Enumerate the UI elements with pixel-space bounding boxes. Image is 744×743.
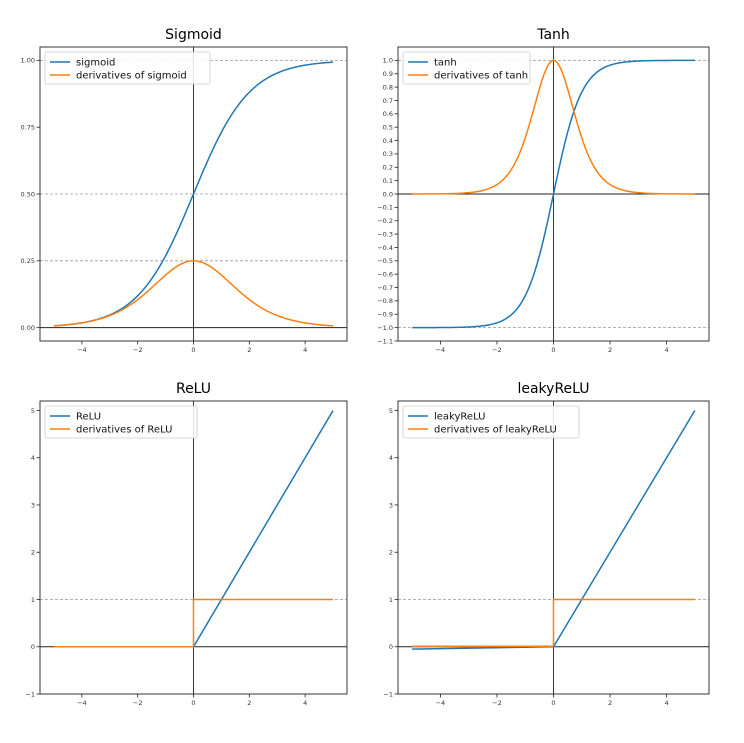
legend-entry: derivatives of tanh	[434, 71, 528, 82]
y-tick-label: 0	[389, 643, 393, 651]
y-tick-label: 5	[31, 407, 35, 415]
chart-tanh: Tanh −4 −2 0 2 4 −1.1 −1.0 −0.9 −0.8 −0.7 −0.6 −0.5 −…	[377, 27, 710, 354]
x-tick-label: −4	[77, 699, 87, 707]
legend-entry: derivatives of sigmoid	[76, 71, 187, 82]
y-tick-label: 0.8	[383, 83, 393, 91]
series-line-tanh	[412, 59, 695, 329]
legend: sigmoid derivatives of sigmoid	[44, 51, 211, 85]
y-tick-label: −1	[383, 690, 393, 698]
legend-entry: ReLU	[76, 412, 101, 423]
y-tick-label: 4	[31, 454, 35, 462]
y-tick-label: −1.1	[377, 337, 393, 345]
chart-leakyrelu: leakyReLU −4 −2 0 2 4 −1 0 1 2 3 4 5 leakyReLU derivat…	[383, 381, 710, 707]
x-tick-label: −4	[436, 699, 446, 707]
plot-area	[53, 61, 334, 327]
y-tick-label: 0.0	[383, 190, 393, 198]
y-tick-label: 0.6	[383, 110, 393, 118]
x-tick-label: 0	[551, 346, 555, 354]
legend: tanh derivatives of tanh	[402, 51, 531, 85]
x-tick-label: −4	[436, 346, 446, 354]
y-tick-label: 0	[31, 643, 35, 651]
chart-title: ReLU	[176, 381, 211, 397]
legend-box	[402, 51, 531, 85]
x-tick-label: 2	[247, 346, 251, 354]
x-tick-label: −2	[133, 346, 143, 354]
series-line-derivatives-of-tanh	[412, 59, 695, 195]
y-tick-label: 0.50	[21, 190, 35, 198]
x-tick-label: 4	[303, 699, 307, 707]
y-tick-label: −0.6	[377, 270, 393, 278]
chart-relu: ReLU −4 −2 0 2 4 −1 0 1 2 3 4 5 ReLU derivatives of Re…	[25, 381, 348, 707]
y-tick-label: 0.5	[383, 123, 393, 131]
y-tick-label: 1	[31, 596, 35, 604]
y-tick-label: −0.3	[377, 230, 393, 238]
legend-entry: leakyReLU	[434, 412, 485, 423]
chart-title: Sigmoid	[165, 27, 222, 43]
y-tick-label: 2	[31, 549, 35, 557]
x-tick-label: −2	[492, 699, 502, 707]
y-tick-label: 0.00	[21, 324, 35, 332]
x-tick-label: 2	[608, 699, 612, 707]
y-tick-label: 0.25	[21, 257, 35, 265]
y-tick-label: −0.9	[377, 311, 393, 319]
x-tick-label: 0	[551, 699, 555, 707]
y-tick-label: 3	[389, 501, 393, 509]
y-tick-label: 2	[389, 549, 393, 557]
y-tick-label: 1.0	[383, 57, 393, 65]
legend-box	[402, 405, 580, 439]
y-tick-label: −0.2	[377, 217, 393, 225]
series-line-derivatives-of-relu	[53, 598, 334, 648]
y-tick-label: 3	[31, 501, 35, 509]
legend-entry: derivatives of leakyReLU	[434, 425, 557, 436]
y-tick-label: −0.5	[377, 257, 393, 265]
chart-title: leakyReLU	[517, 381, 589, 397]
y-tick-label: −0.1	[377, 204, 393, 212]
y-tick-label: 0.4	[383, 137, 393, 145]
y-tick-label: 0.9	[383, 70, 393, 78]
x-tick-label: 4	[665, 346, 669, 354]
y-tick-label: 1.00	[21, 57, 35, 65]
y-tick-label: 0.75	[21, 123, 35, 131]
legend-entry: tanh	[434, 58, 457, 69]
legend-entry: derivatives of ReLU	[76, 425, 172, 436]
legend: leakyReLU derivatives of leakyReLU	[402, 405, 580, 439]
legend-box	[44, 51, 211, 85]
y-tick-label: 4	[389, 454, 393, 462]
series-line-derivatives-of-sigmoid	[53, 260, 334, 327]
y-tick-label: −0.8	[377, 297, 393, 305]
x-tick-label: 0	[191, 699, 195, 707]
y-tick-label: −1	[25, 690, 35, 698]
plot-area	[412, 59, 695, 329]
chart-title: Tanh	[536, 27, 570, 43]
x-tick-label: −4	[77, 346, 87, 354]
y-tick-label: −0.4	[377, 244, 393, 252]
x-tick-label: −2	[492, 346, 502, 354]
legend-entry: sigmoid	[76, 58, 115, 69]
y-tick-label: 0.3	[383, 150, 393, 158]
series-line-derivatives-of-leakyrelu	[412, 598, 695, 648]
y-tick-label: 0.2	[383, 164, 393, 172]
x-tick-label: 4	[665, 699, 669, 707]
y-tick-label: −0.7	[377, 284, 393, 292]
x-tick-label: 4	[303, 346, 307, 354]
x-tick-label: 0	[191, 346, 195, 354]
y-tick-label: 1	[389, 596, 393, 604]
legend: ReLU derivatives of ReLU	[44, 405, 198, 439]
legend-box	[44, 405, 198, 439]
y-tick-label: 0.1	[383, 177, 393, 185]
x-tick-label: 2	[608, 346, 612, 354]
chart-sigmoid: Sigmoid −4 −2 0 2 4 0.00 0.25 0.50 0.75 1.00 sigmoi…	[21, 27, 348, 354]
y-tick-label: 0.7	[383, 97, 393, 105]
plot-area	[412, 410, 696, 650]
x-tick-label: 2	[247, 699, 251, 707]
y-tick-label: 5	[389, 407, 393, 415]
plot-area	[53, 410, 334, 648]
x-tick-label: −2	[133, 699, 143, 707]
y-tick-label: −1.0	[377, 324, 393, 332]
